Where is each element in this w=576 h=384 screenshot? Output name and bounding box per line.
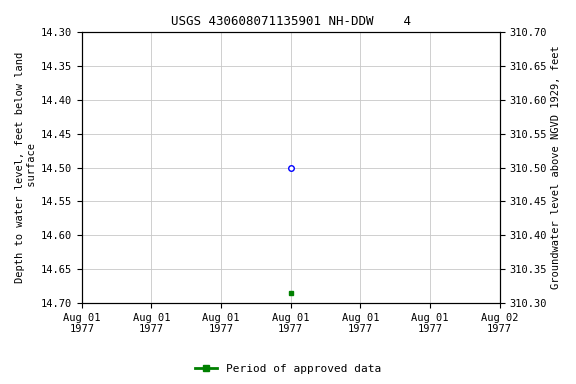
Legend: Period of approved data: Period of approved data (191, 359, 385, 379)
Title: USGS 430608071135901 NH-DDW    4: USGS 430608071135901 NH-DDW 4 (170, 15, 411, 28)
Y-axis label: Depth to water level, feet below land
 surface: Depth to water level, feet below land su… (15, 52, 37, 283)
Y-axis label: Groundwater level above NGVD 1929, feet: Groundwater level above NGVD 1929, feet (551, 46, 561, 290)
